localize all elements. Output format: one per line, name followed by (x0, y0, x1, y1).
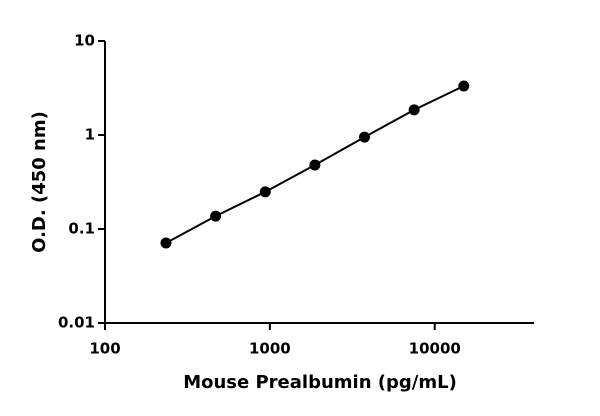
point (359, 131, 371, 143)
x-tick-label: 10000 (409, 340, 461, 358)
y-tick-label: 0.1 (68, 220, 95, 238)
point (408, 104, 420, 116)
point (458, 80, 470, 92)
point (210, 210, 222, 222)
point (160, 237, 172, 249)
x-tick-label: 100 (89, 340, 120, 358)
y-tick-label: 10 (74, 32, 95, 50)
point (309, 159, 321, 171)
y-tick-label: 0.01 (58, 314, 95, 332)
x-axis-title: Mouse Prealbumin (pg/mL) (183, 372, 457, 393)
x-tick-label: 1000 (249, 340, 291, 358)
y-tick-label: 1 (85, 126, 95, 144)
y-axis-title: O.D. (450 nm) (29, 111, 50, 253)
point (259, 186, 271, 198)
